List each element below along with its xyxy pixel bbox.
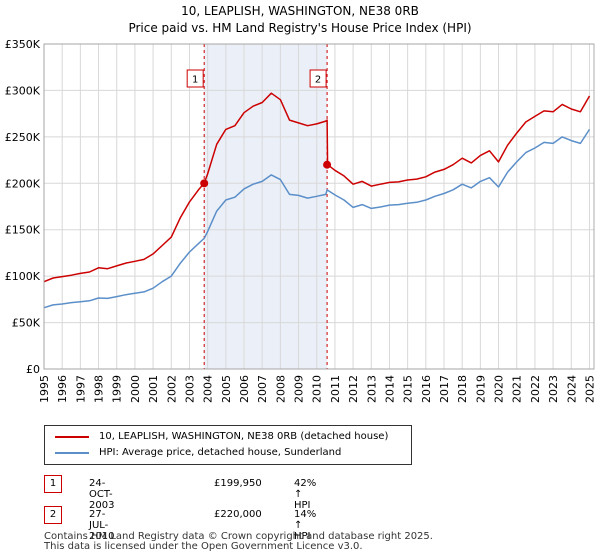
series-line-property: [43, 92, 591, 283]
x-tick-label: 2016: [420, 375, 433, 403]
x-tick-label: 2012: [347, 375, 360, 403]
x-tick-label: 2006: [238, 375, 251, 403]
transaction-hpi: 14% ↑ HPI: [294, 509, 317, 542]
series-line-hpi: [43, 128, 591, 309]
x-tick-label: 2025: [583, 375, 596, 403]
x-tick-label: 2009: [293, 375, 306, 403]
transaction-date: 27-JUL-2010: [89, 509, 115, 542]
transaction-price: £220,000: [214, 509, 262, 520]
sale-label-text: 1: [192, 75, 198, 86]
sale-point: [200, 179, 209, 188]
price-chart: £0 £50K £100K £150K £200K £250K £300K £350K 1995…: [5, 38, 597, 403]
chart-title: 10, LEAPLISH, WASHINGTON, NE38 0RB: [181, 4, 419, 18]
transaction-marker-1: 1: [44, 475, 62, 493]
x-tick-label: 1998: [93, 375, 106, 403]
footer-licence: This data is licensed under the Open Gov…: [44, 541, 363, 552]
x-tick-label: 2002: [165, 375, 178, 403]
y-tick-label: £50K: [12, 317, 41, 330]
x-tick-label: 2005: [220, 375, 233, 403]
x-tick-label: 1996: [56, 375, 69, 403]
footer: Contains HM Land Registry data © Crown c…: [44, 532, 433, 552]
plot-border: [43, 43, 595, 370]
legend-item-hpi: HPI: Average price, detached house, Sund…: [55, 447, 341, 458]
transaction-marker-2: 2: [44, 506, 62, 524]
x-tick-label: 2008: [274, 375, 287, 403]
footer-copyright: Contains HM Land Registry data © Crown c…: [44, 531, 433, 542]
y-tick-label: £100K: [5, 270, 41, 283]
y-tick-label: £150K: [5, 224, 41, 237]
legend-item-property: 10, LEAPLISH, WASHINGTON, NE38 0RB (deta…: [55, 431, 388, 442]
x-tick-label: 2024: [565, 375, 578, 403]
x-tick-label: 1995: [38, 375, 51, 403]
y-tick-label: £300K: [5, 84, 41, 97]
chart-legend: 10, LEAPLISH, WASHINGTON, NE38 0RB (deta…: [44, 425, 412, 465]
x-tick-label: 2023: [547, 375, 560, 403]
x-tick-label: 2003: [183, 375, 196, 403]
x-tick-label: 2020: [493, 375, 506, 403]
x-tick-label: 1999: [111, 375, 124, 403]
x-tick-label: 2021: [511, 375, 524, 403]
legend-swatch-property: [55, 435, 89, 438]
y-tick-label: £350K: [5, 38, 41, 51]
sale-label-box: [186, 69, 204, 88]
chart-subtitle: Price paid vs. HM Land Registry's House …: [128, 21, 472, 35]
sale-label-text: 2: [315, 75, 321, 86]
sale-label-box: [309, 69, 327, 88]
x-tick-label: 2007: [256, 375, 269, 403]
x-tick-label: 1997: [74, 375, 87, 403]
x-tick-label: 2013: [365, 375, 378, 403]
y-tick-label: £200K: [5, 177, 41, 190]
shaded-period: [204, 44, 328, 369]
legend-label-property: 10, LEAPLISH, WASHINGTON, NE38 0RB (deta…: [99, 431, 389, 442]
x-tick-label: 2000: [129, 375, 142, 403]
x-tick-label: 2011: [329, 375, 342, 403]
x-tick-label: 2017: [438, 375, 451, 403]
y-tick-label: £0: [26, 363, 40, 376]
x-tick-label: 2019: [474, 375, 487, 403]
x-tick-label: 2010: [311, 375, 324, 403]
x-tick-label: 2014: [383, 375, 396, 403]
x-tick-label: 2018: [456, 375, 469, 403]
x-tick-label: 2015: [402, 375, 415, 403]
x-tick-label: 2022: [529, 375, 542, 403]
x-tick-label: 2001: [147, 375, 160, 403]
y-tick-label: £250K: [5, 131, 41, 144]
transaction-date: 24-OCT-2003: [89, 478, 115, 511]
legend-swatch-hpi: [55, 451, 89, 454]
transaction-price: £199,950: [214, 478, 262, 489]
x-tick-label: 2004: [202, 375, 215, 403]
sale-point: [323, 160, 332, 169]
transaction-hpi: 42% ↑ HPI: [294, 478, 317, 511]
legend-label-hpi: HPI: Average price, detached house, Sund…: [99, 447, 342, 458]
